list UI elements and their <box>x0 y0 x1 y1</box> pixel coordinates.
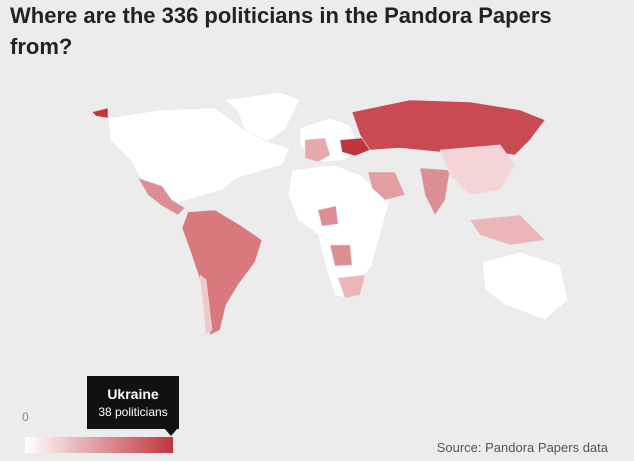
south-america <box>181 209 263 336</box>
tooltip-country: Ukraine <box>107 386 159 402</box>
north-america <box>107 107 291 206</box>
source: Source: Pandora Papers data <box>436 440 608 455</box>
nigeria <box>317 205 339 227</box>
tooltip-value: 38 politicians <box>98 405 168 419</box>
china <box>439 144 516 196</box>
greenland <box>224 91 301 146</box>
western-europe <box>304 137 331 163</box>
legend-min-label: 0 <box>22 410 29 424</box>
ukraine <box>339 137 371 157</box>
africa <box>287 164 391 299</box>
india <box>419 167 451 216</box>
title: Where are the 336 politicians in the Pan… <box>10 3 552 59</box>
australia <box>481 251 569 321</box>
chile <box>199 274 213 336</box>
russia <box>351 99 546 156</box>
angola <box>329 244 353 267</box>
alaska <box>91 107 109 119</box>
south-africa <box>337 274 366 299</box>
tooltip: Ukraine 38 politicians <box>87 376 179 436</box>
legend-gradient <box>25 437 173 453</box>
southeast-asia <box>469 214 546 246</box>
middle-east <box>367 171 406 201</box>
mexico <box>137 177 186 216</box>
